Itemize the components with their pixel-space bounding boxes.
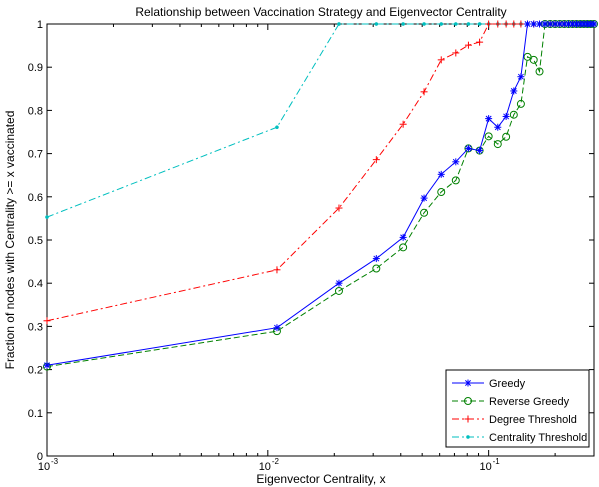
data-point (437, 188, 446, 197)
data-point (476, 147, 484, 155)
legend-label: Greedy (489, 378, 526, 390)
y-tick-label: 0.6 (28, 192, 43, 204)
data-point (524, 20, 532, 28)
data-point (437, 56, 445, 64)
data-point (493, 140, 502, 149)
data-point (452, 158, 460, 166)
y-tick-label: 0.5 (28, 235, 43, 247)
data-point (484, 132, 493, 141)
data-point (401, 22, 405, 26)
data-point (273, 266, 281, 274)
data-point (399, 120, 407, 128)
data-point (502, 112, 510, 120)
x-tick-exponent: -2 (272, 457, 280, 466)
data-point (464, 144, 472, 152)
legend-label: Reverse Greedy (489, 396, 570, 408)
data-point (335, 279, 343, 287)
x-axis-label: Eigenvector Centrality, x (256, 472, 385, 486)
y-tick-label: 0 (37, 451, 43, 463)
y-tick-label: 0.1 (28, 408, 43, 420)
y-tick-label: 0.3 (28, 321, 43, 333)
legend-item: Degree Threshold (452, 414, 577, 426)
x-tick-label: 10 (259, 461, 271, 473)
data-point (45, 215, 49, 219)
y-tick-label: 0.7 (28, 149, 43, 161)
data-point (422, 22, 426, 26)
chart-title: Relationship between Vaccination Strateg… (135, 5, 506, 19)
data-point (337, 22, 341, 26)
data-point (399, 233, 407, 241)
x-tick-label: 10 (38, 461, 50, 473)
data-point (510, 87, 518, 95)
y-tick-label: 0.2 (28, 365, 43, 377)
series-greedy (43, 20, 598, 369)
y-axis-label: Fraction of nodes with Centrality >= x v… (3, 111, 17, 370)
data-point (275, 125, 279, 130)
legend-swatch-marker (464, 415, 472, 423)
legend-item: Greedy (452, 378, 526, 390)
data-point (509, 110, 518, 119)
legend-swatch-marker (464, 379, 472, 387)
data-point (529, 55, 538, 64)
data-point (335, 204, 343, 212)
data-point (372, 264, 381, 273)
data-point (464, 41, 472, 49)
y-tick-label: 0.4 (28, 278, 43, 290)
data-point (517, 20, 525, 28)
data-point (372, 255, 380, 263)
data-point (334, 286, 343, 295)
x-tick-exponent: -1 (493, 457, 501, 466)
data-point (485, 115, 493, 123)
data-point (523, 52, 532, 61)
plot-series (43, 20, 598, 371)
x-tick-exponent: -3 (51, 457, 59, 466)
data-point (516, 99, 525, 108)
legend-label: Centrality Threshold (489, 432, 587, 444)
y-tick-label: 0.9 (28, 62, 43, 74)
legend-item: Reverse Greedy (452, 396, 570, 408)
data-point (420, 194, 428, 202)
legend: Greedy Reverse Greedy Degree Threshold Cent… (445, 369, 590, 448)
data-point (517, 73, 525, 81)
data-point (502, 20, 510, 28)
data-point (590, 20, 598, 28)
data-point (372, 156, 380, 164)
data-point (477, 22, 482, 26)
x-tick-label: 10 (480, 461, 492, 473)
data-point (466, 22, 471, 26)
data-point (453, 22, 458, 26)
y-tick-label: 0.8 (28, 105, 43, 117)
legend-label: Degree Threshold (489, 414, 577, 426)
data-point (476, 38, 484, 46)
data-point (399, 243, 408, 252)
data-point (535, 67, 544, 76)
data-point (451, 176, 460, 185)
data-point (437, 170, 445, 178)
legend-swatch-marker (466, 435, 470, 439)
data-point (273, 324, 281, 332)
data-point (420, 208, 429, 217)
y-tick-label: 1 (37, 19, 43, 31)
legend-item: Centrality Threshold (452, 432, 587, 444)
data-point (494, 20, 502, 28)
data-point (494, 123, 502, 131)
data-point (439, 22, 444, 26)
data-point (502, 132, 511, 141)
data-point (485, 20, 493, 28)
data-point (374, 22, 379, 26)
data-point (452, 49, 460, 57)
data-point (510, 20, 518, 28)
legend-swatch-marker (464, 397, 472, 405)
data-point (43, 361, 51, 369)
data-point (43, 317, 51, 325)
data-point (541, 20, 549, 28)
data-point (420, 88, 428, 96)
